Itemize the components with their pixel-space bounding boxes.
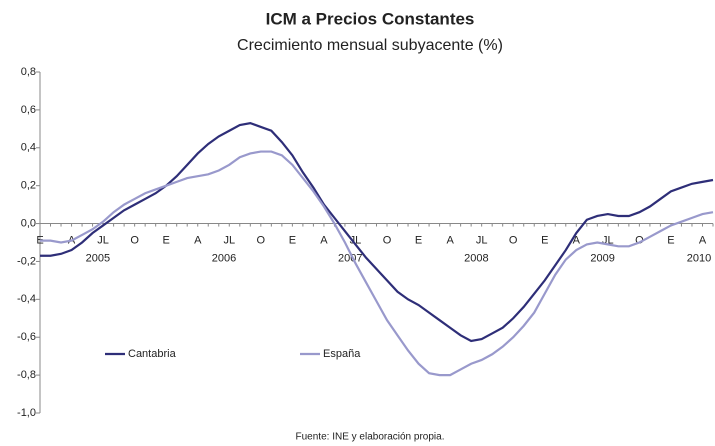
x-tick-label: A <box>446 234 454 246</box>
x-tick-label: O <box>383 234 392 246</box>
year-label: 2005 <box>86 252 110 264</box>
year-label: 2008 <box>464 252 488 264</box>
x-tick-label: A <box>320 234 328 246</box>
y-tick-label: 0,6 <box>21 104 36 116</box>
y-tick-label: -0,4 <box>17 293 36 305</box>
x-tick-label: E <box>541 234 548 246</box>
series-line <box>40 150 714 377</box>
y-tick-label: -1,0 <box>17 407 36 419</box>
year-label: 2010 <box>687 252 711 264</box>
x-tick-label: E <box>415 234 422 246</box>
source-note: Fuente: INE y elaboración propia. <box>296 432 445 443</box>
x-tick-label: JL <box>223 234 235 246</box>
x-tick-label: O <box>635 234 644 246</box>
x-tick-label: JL <box>476 234 488 246</box>
chart-title: ICM a Precios Constantes <box>266 9 475 28</box>
x-tick-label: JL <box>350 234 362 246</box>
x-tick-label: A <box>573 234 581 246</box>
y-tick-label: 0,4 <box>21 142 36 154</box>
chart-subtitle: Crecimiento mensual subyacente (%) <box>237 37 503 54</box>
year-label: 2007 <box>338 252 362 264</box>
y-tick-label: 0,2 <box>21 180 36 192</box>
x-tick-label: O <box>257 234 266 246</box>
x-tick-label: A <box>194 234 202 246</box>
y-tick-label: -0,8 <box>17 369 36 381</box>
legend-label: Cantabria <box>128 348 177 360</box>
x-tick-label: O <box>509 234 518 246</box>
x-tick-label: E <box>667 234 674 246</box>
x-tick-label: E <box>163 234 170 246</box>
y-tick-label: -0,6 <box>17 331 36 343</box>
y-tick-label: -0,2 <box>17 255 36 267</box>
year-label: 2006 <box>212 252 236 264</box>
x-tick-label: E <box>289 234 296 246</box>
x-tick-label: JL <box>602 234 614 246</box>
y-tick-label: 0,8 <box>21 66 36 78</box>
x-tick-label: JL <box>97 234 109 246</box>
x-tick-label: O <box>130 234 139 246</box>
x-tick-label: A <box>699 234 707 246</box>
series-line <box>40 122 714 343</box>
legend-label: España <box>323 348 361 360</box>
year-label: 2009 <box>590 252 614 264</box>
y-tick-label: 0,0 <box>21 217 36 229</box>
